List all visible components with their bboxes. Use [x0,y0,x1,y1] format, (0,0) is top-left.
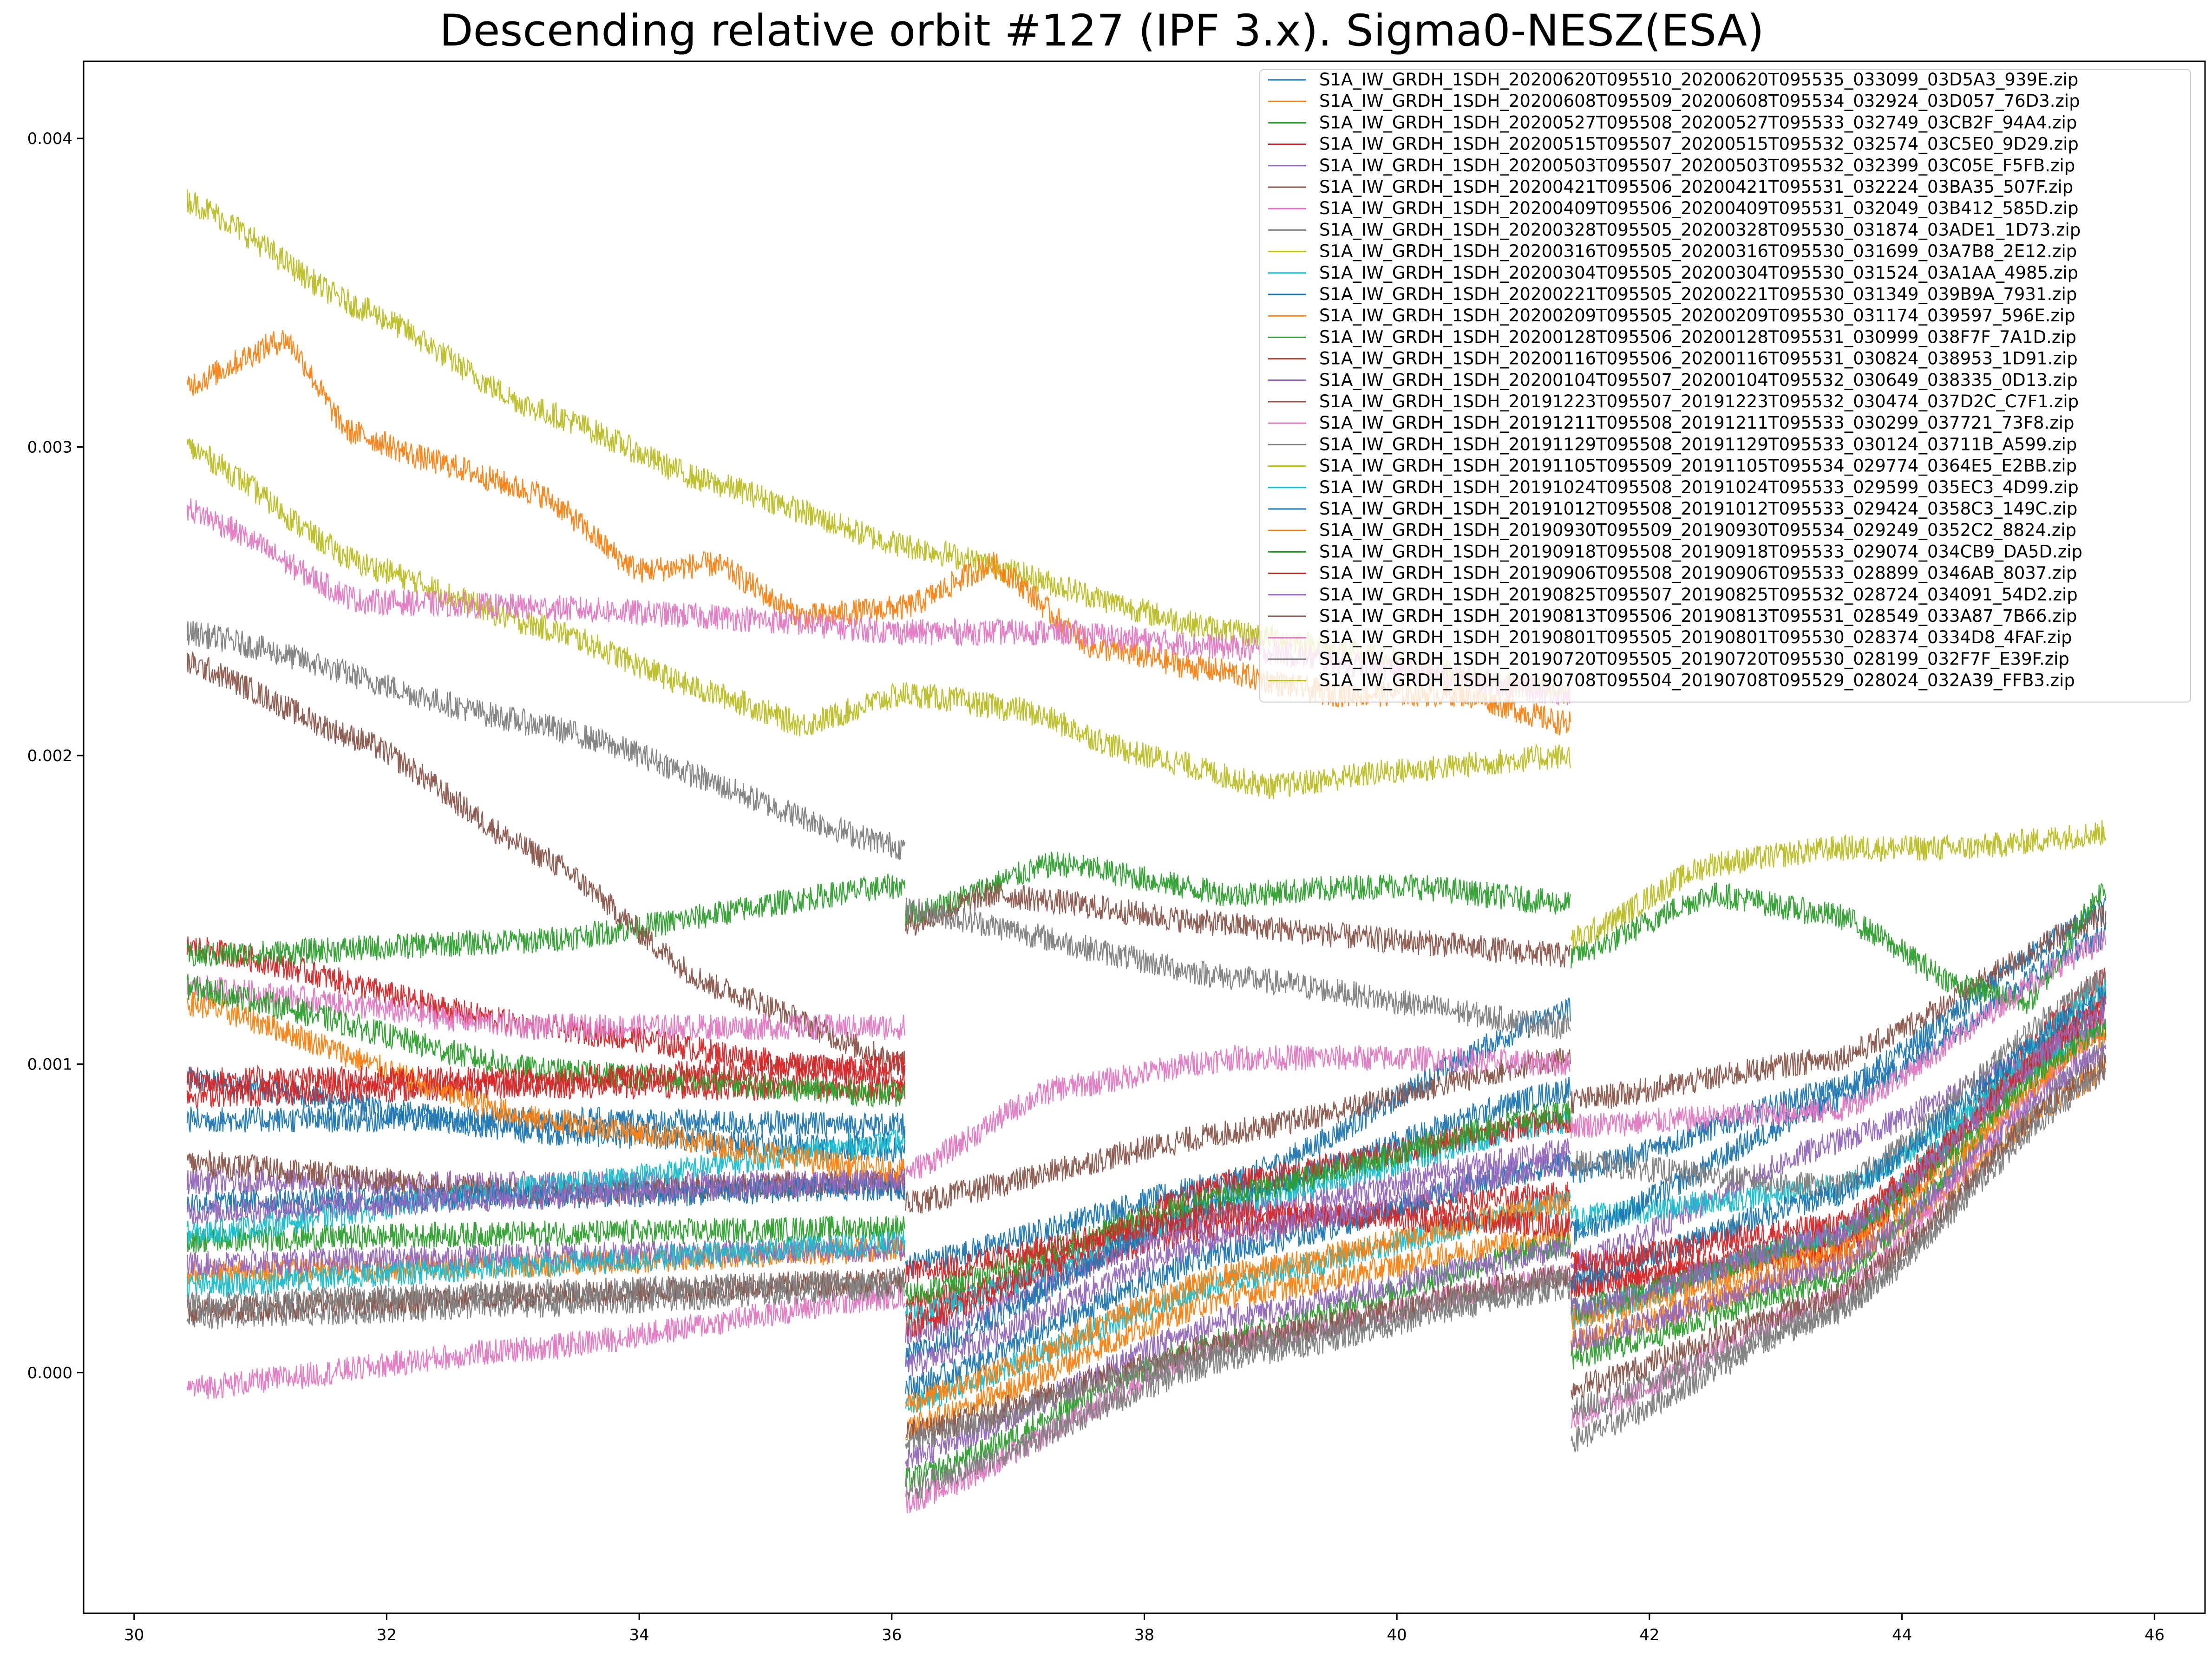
x-axis: 30 32 34 36 38 40 42 44 46 [124,1613,2165,1644]
legend-label: S1A_IW_GRDH_1SDH_20191223T095507_2019122… [1319,391,2079,411]
legend-label: S1A_IW_GRDH_1SDH_20190720T095505_2019072… [1319,649,2069,669]
x-tick-label: 42 [1639,1626,1659,1644]
series-layer [186,189,2107,1513]
legend-entry[interactable]: S1A_IW_GRDH_1SDH_20191223T095507_2019122… [1268,391,2079,411]
legend-entry[interactable]: S1A_IW_GRDH_1SDH_20190708T095504_2019070… [1268,671,2075,691]
chart-title: Descending relative orbit #127 (IPF 3.x)… [439,6,1764,56]
legend-label: S1A_IW_GRDH_1SDH_20200328T095505_2020032… [1319,220,2081,240]
series-line [186,651,1571,1076]
series-line [186,620,2107,1200]
legend-label: S1A_IW_GRDH_1SDH_20191211T095508_2019121… [1319,413,2075,433]
series-line [186,997,2107,1376]
legend-entry[interactable]: S1A_IW_GRDH_1SDH_20200221T095505_2020022… [1268,284,2077,304]
series-line [186,930,2107,1179]
legend-label: S1A_IW_GRDH_1SDH_20190708T095504_2019070… [1319,671,2075,691]
legend-label: S1A_IW_GRDH_1SDH_20200620T095510_2020062… [1319,70,2078,90]
legend-label: S1A_IW_GRDH_1SDH_20190801T095505_2019080… [1319,627,2072,647]
x-tick-label: 46 [2145,1626,2165,1644]
legend-entry[interactable]: S1A_IW_GRDH_1SDH_20191105T095509_2019110… [1268,456,2077,476]
legend-entry[interactable]: S1A_IW_GRDH_1SDH_20191129T095508_2019112… [1268,434,2077,454]
x-tick-label: 30 [124,1626,144,1644]
legend-label: S1A_IW_GRDH_1SDH_20190930T095509_2019093… [1319,520,2076,540]
legend-entry[interactable]: S1A_IW_GRDH_1SDH_20190720T095505_2019072… [1268,649,2069,669]
legend-label: S1A_IW_GRDH_1SDH_20190813T095506_2019081… [1319,606,2077,626]
legend-entry[interactable]: S1A_IW_GRDH_1SDH_20190825T095507_2019082… [1268,585,2078,605]
legend-label: S1A_IW_GRDH_1SDH_20200316T095505_2020031… [1319,241,2077,261]
legend-label: S1A_IW_GRDH_1SDH_20190825T095507_2019082… [1319,585,2078,605]
legend-entry[interactable]: S1A_IW_GRDH_1SDH_20200304T095505_2020030… [1268,263,2078,283]
legend-label: S1A_IW_GRDH_1SDH_20200503T095507_2020050… [1319,156,2075,176]
x-tick-label: 36 [882,1626,902,1644]
legend-entry[interactable]: S1A_IW_GRDH_1SDH_20200527T095508_2020052… [1268,112,2077,132]
legend-label: S1A_IW_GRDH_1SDH_20191129T095508_2019112… [1319,434,2077,454]
series-line [186,1062,2107,1453]
x-tick-label: 38 [1134,1626,1154,1644]
legend-label: S1A_IW_GRDH_1SDH_20200104T095507_2020010… [1319,370,2078,390]
legend-entry[interactable]: S1A_IW_GRDH_1SDH_20200608T095509_2020060… [1268,91,2080,111]
legend-label: S1A_IW_GRDH_1SDH_20200116T095506_2020011… [1319,349,2078,369]
y-tick-label: 0.003 [27,438,72,457]
y-tick-label: 0.002 [27,747,72,765]
legend[interactable]: S1A_IW_GRDH_1SDH_20200620T095510_2020062… [1259,69,2191,703]
legend-label: S1A_IW_GRDH_1SDH_20200421T095506_2020042… [1319,177,2073,197]
y-tick-label: 0.001 [27,1055,72,1074]
legend-label: S1A_IW_GRDH_1SDH_20200527T095508_2020052… [1319,112,2077,132]
legend-label: S1A_IW_GRDH_1SDH_20191105T095509_2019110… [1319,456,2077,476]
legend-label: S1A_IW_GRDH_1SDH_20190918T095508_2019091… [1319,541,2082,561]
legend-entry[interactable]: S1A_IW_GRDH_1SDH_20191024T095508_2019102… [1268,477,2079,497]
legend-entry[interactable]: S1A_IW_GRDH_1SDH_20190801T095505_2019080… [1268,627,2072,647]
x-tick-label: 32 [377,1626,397,1644]
legend-entry[interactable]: S1A_IW_GRDH_1SDH_20190918T095508_2019091… [1268,541,2082,561]
series-line [186,438,1571,799]
legend-entry[interactable]: S1A_IW_GRDH_1SDH_20200620T095510_2020062… [1268,70,2078,90]
legend-entry[interactable]: S1A_IW_GRDH_1SDH_20200328T095505_2020032… [1268,220,2081,240]
legend-box [1259,69,2191,703]
legend-label: S1A_IW_GRDH_1SDH_20191024T095508_2019102… [1319,477,2079,497]
legend-label: S1A_IW_GRDH_1SDH_20191012T095508_2019101… [1319,499,2077,519]
legend-entry[interactable]: S1A_IW_GRDH_1SDH_20190930T095509_2019093… [1268,520,2076,540]
legend-entry[interactable]: S1A_IW_GRDH_1SDH_20200421T095506_2020042… [1268,177,2073,197]
legend-entry[interactable]: S1A_IW_GRDH_1SDH_20200515T095507_2020051… [1268,134,2079,154]
legend-entry[interactable]: S1A_IW_GRDH_1SDH_20190813T095506_2019081… [1268,606,2077,626]
legend-entry[interactable]: S1A_IW_GRDH_1SDH_20191211T095508_2019121… [1268,413,2075,433]
legend-label: S1A_IW_GRDH_1SDH_20190906T095508_2019090… [1319,563,2077,583]
series-line [1571,820,2107,949]
legend-label: S1A_IW_GRDH_1SDH_20200304T095505_2020030… [1319,263,2078,283]
legend-label: S1A_IW_GRDH_1SDH_20200221T095505_2020022… [1319,284,2077,304]
y-tick-label: 0.000 [27,1364,72,1382]
legend-entry[interactable]: S1A_IW_GRDH_1SDH_20200409T095506_2020040… [1268,198,2079,218]
legend-entry[interactable]: S1A_IW_GRDH_1SDH_20200209T095505_2020020… [1268,306,2075,326]
legend-label: S1A_IW_GRDH_1SDH_20200608T095509_2020060… [1319,91,2080,111]
legend-entry[interactable]: S1A_IW_GRDH_1SDH_20191012T095508_2019101… [1268,499,2077,519]
legend-label: S1A_IW_GRDH_1SDH_20200209T095505_2020020… [1319,306,2075,326]
y-tick-label: 0.004 [27,130,72,148]
x-tick-label: 40 [1387,1626,1407,1644]
legend-entry[interactable]: S1A_IW_GRDH_1SDH_20200316T095505_2020031… [1268,241,2077,261]
legend-entry[interactable]: S1A_IW_GRDH_1SDH_20200116T095506_2020011… [1268,349,2078,369]
legend-label: S1A_IW_GRDH_1SDH_20200409T095506_2020040… [1319,198,2079,218]
legend-entry[interactable]: S1A_IW_GRDH_1SDH_20200104T095507_2020010… [1268,370,2078,390]
legend-entry[interactable]: S1A_IW_GRDH_1SDH_20190906T095508_2019090… [1268,563,2077,583]
series-line [186,991,2107,1413]
x-tick-label: 44 [1892,1626,1912,1644]
legend-label: S1A_IW_GRDH_1SDH_20200128T095506_2020012… [1319,327,2076,347]
legend-entry[interactable]: S1A_IW_GRDH_1SDH_20200128T095506_2020012… [1268,327,2076,347]
legend-label: S1A_IW_GRDH_1SDH_20200515T095507_2020051… [1319,134,2079,154]
y-axis: 0.000 0.001 0.002 0.003 0.004 [27,130,84,1382]
legend-entry[interactable]: S1A_IW_GRDH_1SDH_20200503T095507_2020050… [1268,156,2075,176]
x-tick-label: 34 [629,1626,649,1644]
